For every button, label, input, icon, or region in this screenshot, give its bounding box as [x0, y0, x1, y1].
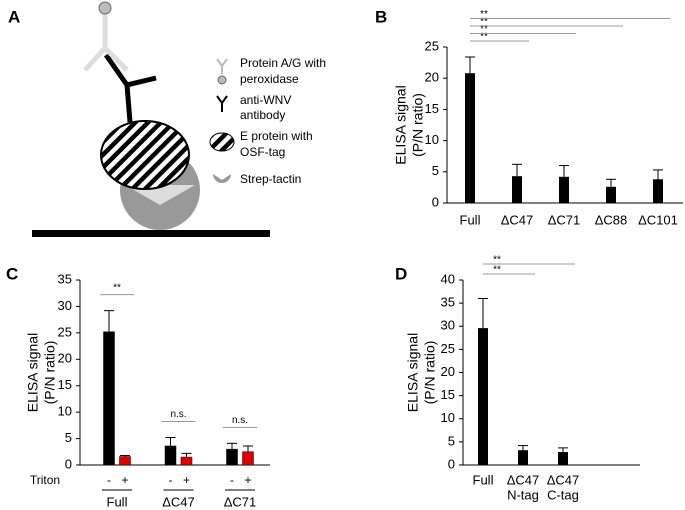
- x-tick-label: ΔC47: [507, 472, 540, 487]
- y-axis-label: ELISA signal(P/N ratio): [392, 85, 425, 164]
- y-tick-label: 35: [441, 295, 455, 310]
- legend-icons: [209, 58, 235, 183]
- y-tick-label: 25: [425, 38, 439, 53]
- x-tick-label: Full: [473, 472, 494, 487]
- y-tick-label: 20: [58, 351, 72, 366]
- strep-notch: [125, 185, 195, 205]
- y-tick-label: 5: [448, 433, 455, 448]
- y-tick-label: 10: [425, 132, 439, 147]
- y-tick-label: 30: [441, 318, 455, 333]
- y-tick-label: 15: [58, 377, 72, 392]
- y-tick-label: 25: [441, 341, 455, 356]
- y-tick-label: 40: [441, 271, 455, 286]
- significance-label: **: [480, 24, 488, 35]
- y-tick-label: 20: [425, 70, 439, 85]
- x-tick-label: ΔC47: [547, 472, 580, 487]
- significance-label: **: [493, 265, 501, 276]
- x-tick-label: Full: [460, 212, 481, 227]
- y-tick-label: 25: [58, 324, 72, 339]
- legend-text: OSF-tag: [240, 145, 285, 159]
- x-tick-label: N-tag: [507, 487, 539, 502]
- bar: [558, 452, 568, 465]
- y-tick-label: 15: [441, 387, 455, 402]
- y-axis-label-line: (P/N ratio): [409, 93, 425, 157]
- bar: [512, 176, 522, 203]
- protein-ag: [83, 12, 129, 72]
- y-axis-label-line: (P/N ratio): [421, 341, 437, 405]
- significance-label: **: [480, 32, 488, 43]
- x-tick-label: C-tag: [547, 487, 579, 502]
- legend-text: peroxidase: [240, 72, 299, 86]
- legend-text: antibody: [240, 108, 285, 122]
- bar: [119, 456, 131, 466]
- bar: [518, 450, 528, 465]
- legend-text: E protein with: [240, 129, 313, 143]
- panel-label: D: [395, 264, 407, 283]
- bar: [226, 448, 238, 466]
- y-tick-label: 10: [58, 404, 72, 419]
- series-label: -: [169, 473, 173, 487]
- legend-text: Protein A/G with: [240, 56, 326, 70]
- y-axis-label-line: ELISA signal: [392, 85, 408, 164]
- anti-wnv-antibody: [103, 53, 157, 123]
- y-tick-label: 30: [58, 298, 72, 313]
- legend-text: Strep-tactin: [240, 172, 301, 186]
- significance-label: **: [480, 9, 488, 20]
- y-tick-label: 20: [441, 364, 455, 379]
- significance-label: n.s.: [232, 415, 248, 426]
- y-tick-label: 0: [448, 456, 455, 471]
- e-protein: [100, 120, 190, 190]
- y-axis-label: ELISA signal(P/N ratio): [404, 333, 437, 412]
- significance-label: **: [113, 282, 121, 293]
- surface: [32, 230, 270, 237]
- bar: [559, 176, 569, 203]
- series-label: -: [230, 473, 234, 487]
- bar: [606, 186, 616, 203]
- panel-label: A: [8, 7, 20, 26]
- legend-text: anti-WNV: [240, 93, 291, 107]
- bar: [242, 451, 254, 466]
- x-tick-label: ΔC101: [638, 212, 678, 227]
- y-tick-label: 15: [425, 101, 439, 116]
- panel-a: A: [8, 1, 270, 237]
- series-label: +: [183, 473, 190, 487]
- y-axis-label-line: ELISA signal: [404, 333, 420, 412]
- bar: [164, 445, 177, 466]
- peroxidase: [98, 1, 112, 15]
- x-tick-label: ΔC71: [224, 494, 257, 509]
- x-tick-label: ΔC88: [595, 212, 628, 227]
- series-label: +: [121, 473, 128, 487]
- panel-label: C: [6, 264, 18, 283]
- y-tick-label: 0: [432, 194, 439, 209]
- y-tick-label: 0: [65, 456, 72, 471]
- panel-label: B: [375, 7, 387, 26]
- x-tick-label: ΔC47: [501, 212, 534, 227]
- y-tick-label: 10: [441, 410, 455, 425]
- x-tick-label: ΔC47: [162, 494, 195, 509]
- bar: [103, 331, 115, 466]
- significance-label: n.s.: [170, 409, 186, 420]
- x-tick-label: ΔC71: [548, 212, 581, 227]
- x-tick-label: Full: [107, 494, 128, 509]
- y-axis-label: ELISA signal(P/N ratio): [24, 333, 57, 412]
- series-label: +: [244, 473, 251, 487]
- significance-label: **: [493, 255, 501, 266]
- bar: [478, 328, 488, 465]
- series-label: -: [107, 473, 111, 487]
- x-row-label: Triton: [30, 473, 60, 487]
- bar: [465, 73, 475, 203]
- y-tick-label: 5: [65, 430, 72, 445]
- bar: [180, 456, 193, 466]
- significance-label: **: [480, 17, 488, 28]
- y-axis-label-line: (P/N ratio): [41, 341, 57, 405]
- y-tick-label: 5: [432, 163, 439, 178]
- bar: [653, 179, 663, 203]
- y-tick-label: 35: [58, 271, 72, 286]
- y-axis-label-line: ELISA signal: [24, 333, 40, 412]
